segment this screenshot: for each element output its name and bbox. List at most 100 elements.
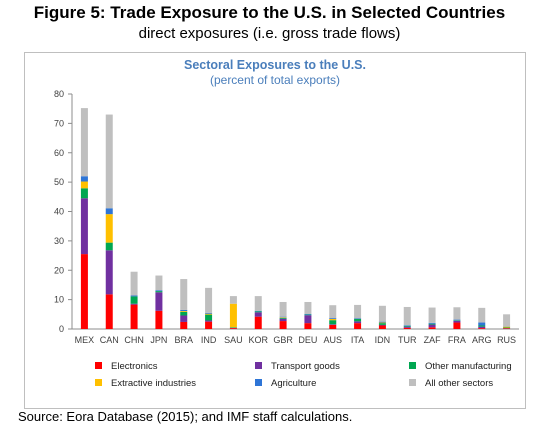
bar-arg-electronics — [478, 328, 486, 329]
bar-chn-other-manufacturing — [130, 296, 138, 304]
bar-ind-other-manufacturing — [205, 314, 213, 321]
x-tick-label: SAU — [224, 335, 243, 345]
bar-jpn-agriculture — [155, 290, 163, 292]
legend-item: Extractive industries — [95, 378, 196, 389]
bar-ita-transport-goods — [354, 321, 362, 324]
bar-gbr-electronics — [279, 321, 287, 329]
source-note: Source: Eora Database (2015); and IMF st… — [18, 409, 353, 424]
bar-tur-all-other-sectors — [403, 306, 411, 326]
bar-ita-other-manufacturing — [354, 319, 362, 322]
bar-rus-electronics — [503, 328, 511, 329]
x-tick-label: CAN — [100, 335, 119, 345]
bar-tur-other-manufacturing — [403, 325, 411, 327]
bar-idn-extractive-industries — [378, 322, 386, 324]
bar-can-all-other-sectors — [105, 114, 113, 209]
bar-aus-all-other-sectors — [329, 305, 337, 319]
bar-deu-transport-goods — [304, 315, 312, 324]
chart-panel: Sectoral Exposures to the U.S. (percent … — [24, 52, 526, 409]
x-tick-label: BRA — [174, 335, 193, 345]
legend-item: Other manufacturing — [409, 361, 512, 372]
bar-mex-electronics — [80, 254, 88, 329]
chart-legend: Electronics Transport goods Other manufact… — [25, 357, 525, 397]
bar-kor-other-manufacturing — [254, 311, 262, 313]
x-tick-label: DEU — [298, 335, 317, 345]
bar-tur-transport-goods — [403, 326, 411, 328]
x-tick-label: TUR — [398, 335, 417, 345]
bar-mex-all-other-sectors — [80, 108, 88, 177]
bar-deu-other-manufacturing — [304, 314, 312, 316]
bar-mex-agriculture — [80, 176, 88, 182]
bar-can-extractive-industries — [105, 214, 113, 243]
y-tick-label: 40 — [54, 207, 64, 217]
bar-jpn-other-manufacturing — [155, 291, 163, 293]
legend-swatch — [409, 362, 416, 369]
bar-bra-agriculture — [180, 309, 188, 312]
x-tick-label: RUS — [497, 335, 516, 345]
bar-bra-extractive-industries — [180, 311, 188, 312]
bar-rus-all-other-sectors — [503, 314, 511, 327]
bar-bra-electronics — [180, 321, 188, 329]
bar-idn-all-other-sectors — [378, 305, 386, 322]
bar-chn-transport-goods — [130, 303, 138, 305]
bar-ind-electronics — [205, 321, 213, 329]
legend-label: Other manufacturing — [425, 361, 512, 372]
bar-zaf-other-manufacturing — [428, 323, 436, 325]
y-tick-label: 80 — [54, 89, 64, 99]
legend-swatch — [95, 362, 102, 369]
x-tick-label: CHN — [124, 335, 144, 345]
legend-item: Agriculture — [255, 378, 316, 389]
bar-ind-extractive-industries — [205, 313, 213, 315]
legend-swatch — [255, 362, 262, 369]
bar-mex-transport-goods — [80, 198, 88, 255]
bar-chn-all-other-sectors — [130, 271, 138, 296]
bar-chn-agriculture — [130, 295, 138, 297]
bar-ita-electronics — [354, 323, 362, 329]
bar-idn-agriculture — [378, 321, 386, 323]
bar-tur-electronics — [403, 327, 411, 329]
legend-item: All other sectors — [409, 378, 493, 389]
bar-zaf-electronics — [428, 327, 436, 329]
chart-plot-area: 0 10 20 30 40 50 60 70 80 MEX CAN CHN JPN BRA IND SAU KO… — [54, 89, 519, 345]
bar-arg-all-other-sectors — [478, 307, 486, 323]
bar-aus-agriculture — [329, 318, 337, 320]
y-tick-label: 70 — [54, 118, 64, 128]
bar-bra-transport-goods — [180, 315, 188, 322]
bar-idn-other-manufacturing — [378, 323, 386, 325]
legend-item: Electronics — [95, 361, 157, 372]
x-tick-label: IDN — [375, 335, 391, 345]
bar-ind-transport-goods — [205, 320, 213, 322]
x-tick-label: IND — [201, 335, 217, 345]
bar-aus-transport-goods — [329, 324, 337, 325]
bar-arg-other-manufacturing — [478, 325, 486, 327]
bar-aus-other-manufacturing — [329, 320, 337, 325]
bar-fra-agriculture — [453, 319, 461, 321]
bar-rus-extractive-industries — [503, 326, 511, 328]
bar-sau-electronics — [229, 328, 237, 329]
x-tick-label: AUS — [323, 335, 342, 345]
x-tick-label: KOR — [248, 335, 268, 345]
legend-swatch — [255, 379, 262, 386]
bar-kor-agriculture — [254, 310, 262, 312]
bar-idn-electronics — [378, 325, 386, 329]
bar-deu-agriculture — [304, 314, 312, 315]
bar-sau-other-manufacturing — [229, 327, 237, 328]
bar-fra-electronics — [453, 322, 461, 329]
y-tick-label: 20 — [54, 265, 64, 275]
bar-ita-agriculture — [354, 318, 362, 320]
x-tick-label: MEX — [75, 335, 95, 345]
legend-item: Transport goods — [255, 361, 340, 372]
bar-sau-extractive-industries — [229, 303, 237, 328]
bar-jpn-transport-goods — [155, 292, 163, 311]
bar-aus-electronics — [329, 324, 337, 329]
bar-ind-all-other-sectors — [205, 287, 213, 313]
bar-rus-other-manufacturing — [503, 327, 511, 329]
bar-gbr-agriculture — [279, 316, 287, 318]
bar-gbr-extractive-industries — [279, 317, 287, 318]
y-tick-label: 10 — [54, 295, 64, 305]
bar-chn-electronics — [130, 304, 138, 329]
bar-idn-transport-goods — [378, 324, 386, 326]
x-tick-label: ZAF — [424, 335, 442, 345]
legend-label: Agriculture — [271, 378, 317, 389]
bar-zaf-transport-goods — [428, 324, 436, 328]
figure-subtitle: direct exposures (i.e. gross trade flows… — [138, 25, 401, 42]
